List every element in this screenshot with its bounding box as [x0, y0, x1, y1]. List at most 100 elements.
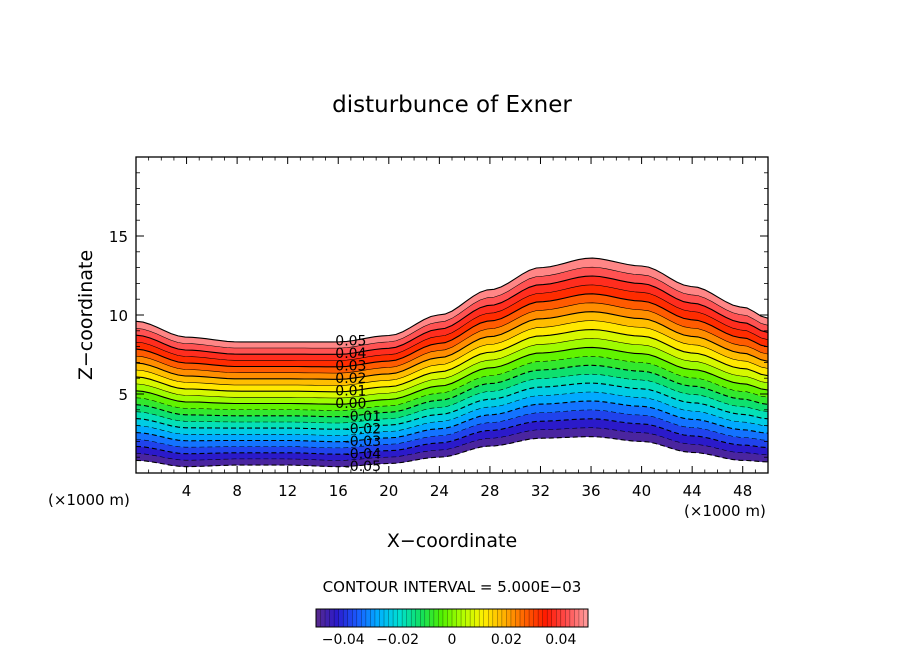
colorbar-swatch	[456, 609, 462, 627]
colorbar-swatch	[501, 609, 507, 627]
colorbar-swatch	[520, 609, 525, 627]
x-unit-right: (×1000 m)	[684, 502, 766, 520]
contour-fill-bands	[136, 257, 768, 468]
colorbar-tick-labels: −0.04 −0.02 0 0.02 0.04	[322, 632, 577, 648]
contour-label: 0.02	[335, 371, 366, 387]
colorbar-tick-label: −0.04	[322, 632, 365, 648]
contour-label: 0.03	[335, 359, 366, 375]
colorbar-swatch	[420, 609, 426, 627]
contour-label: -0.04	[345, 446, 381, 462]
colorbar-swatch	[578, 609, 584, 627]
colorbar-swatch	[402, 609, 408, 627]
colorbar-swatch	[379, 609, 385, 627]
contour-line	[136, 329, 768, 393]
colorbar-swatch	[429, 609, 435, 627]
colorbar-tick-label: 0.02	[491, 632, 522, 648]
colorbar-swatch	[397, 609, 403, 627]
contour-line	[136, 302, 768, 374]
x-axis-label: X−coordinate	[387, 530, 517, 552]
colorbar-swatch	[474, 609, 480, 627]
colorbar-swatch	[374, 609, 380, 627]
colorbar-swatch	[506, 609, 512, 627]
colorbar-swatch	[583, 609, 589, 627]
contour-line	[136, 311, 768, 380]
x-tick-label: 44	[683, 482, 702, 500]
colorbar-swatch	[479, 609, 485, 627]
colorbar-swatch	[470, 609, 476, 627]
colorbar-swatch	[338, 609, 344, 627]
contour-label: -0.02	[345, 421, 381, 437]
y-axis-label: Z−coordinate	[75, 250, 97, 380]
colorbar-swatch	[510, 609, 516, 627]
colorbar-swatch	[320, 609, 326, 627]
contour-line	[136, 391, 768, 436]
colorbar-swatch	[356, 609, 362, 627]
contour-line	[136, 356, 768, 411]
contour-lines	[136, 257, 768, 468]
x-tick-label: 4	[182, 482, 192, 500]
contour-line	[136, 266, 768, 349]
contour-label: 0.01	[335, 384, 366, 400]
contour-label: -0.05	[345, 459, 381, 475]
colorbar-swatch	[316, 609, 321, 627]
colorbar-swatch	[529, 609, 534, 627]
colorbar-swatch	[343, 609, 349, 627]
contour-line	[136, 320, 768, 386]
contour-line	[136, 284, 768, 361]
colorbar-swatch	[574, 609, 580, 627]
colorbar-frame	[315, 608, 589, 628]
contour-line	[136, 400, 768, 443]
colorbar-swatch	[483, 609, 489, 627]
colorbar-swatch	[347, 609, 353, 627]
colorbar	[315, 609, 589, 627]
x-tick-label: 8	[232, 482, 242, 500]
colorbar-swatch	[411, 609, 417, 627]
colorbar-swatch	[361, 609, 367, 627]
colorbar-swatch	[497, 609, 503, 627]
colorbar-swatch	[406, 609, 412, 627]
colorbar-swatch	[452, 609, 457, 627]
x-tick-label: 48	[733, 482, 752, 500]
contour-labels: 0.050.040.030.020.010.00-0.01-0.02-0.03-…	[335, 333, 381, 475]
colorbar-swatch	[433, 609, 439, 627]
x-tick-label: 36	[581, 482, 600, 500]
contour-label: 0.05	[335, 333, 366, 349]
colorbar-swatch	[352, 609, 358, 627]
colorbar-swatch	[569, 609, 575, 627]
colorbar-swatch	[325, 609, 330, 627]
y-tick-label: 10	[109, 307, 128, 325]
contour-line	[136, 427, 768, 461]
chart-title: disturbunce of Exner	[332, 92, 572, 118]
colorbar-swatch	[547, 609, 553, 627]
colorbar-swatch	[334, 609, 340, 627]
colorbar-swatch	[415, 609, 421, 627]
colorbar-swatch	[447, 609, 453, 627]
colorbar-swatch	[542, 609, 548, 627]
contour-label: 0.04	[335, 346, 366, 362]
colorbar-tick-label: −0.02	[376, 632, 419, 648]
contour-line	[136, 418, 768, 455]
colorbar-swatch	[329, 609, 335, 627]
x-tick-label: 16	[329, 482, 348, 500]
colorbar-swatch	[461, 609, 466, 627]
contour-line	[136, 346, 768, 405]
contour-line	[136, 436, 768, 468]
y-axis-ticks: 5 10 15	[109, 172, 768, 458]
x-tick-label: 12	[278, 482, 297, 500]
colorbar-swatch	[388, 609, 394, 627]
colorbar-swatch	[488, 609, 494, 627]
contour-line	[136, 364, 768, 418]
y-tick-label: 5	[118, 386, 128, 404]
colorbar-swatch	[424, 609, 430, 627]
colorbar-swatch	[465, 609, 471, 627]
contour-interval-label: CONTOUR INTERVAL = 5.000E−03	[323, 578, 582, 596]
contour-line	[136, 257, 768, 343]
contour-line	[136, 275, 768, 355]
contour-line	[136, 373, 768, 424]
y-tick-label: 15	[109, 228, 128, 246]
x-tick-label: 32	[531, 482, 550, 500]
colorbar-swatch	[556, 609, 562, 627]
contour-line	[136, 338, 768, 399]
contour-label: 0.00	[335, 396, 366, 412]
